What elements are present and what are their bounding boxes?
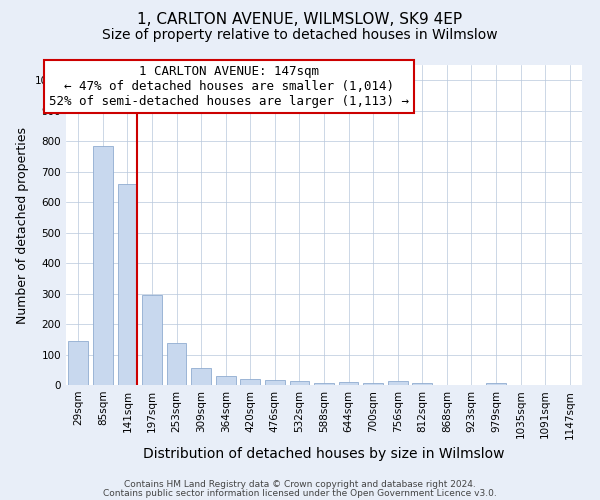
X-axis label: Distribution of detached houses by size in Wilmslow: Distribution of detached houses by size …	[143, 447, 505, 461]
Bar	[118, 184, 137, 385]
Y-axis label: Number of detached properties: Number of detached properties	[16, 126, 29, 324]
Bar	[314, 382, 334, 385]
Bar	[290, 381, 309, 385]
Bar	[412, 382, 432, 385]
Text: Size of property relative to detached houses in Wilmslow: Size of property relative to detached ho…	[102, 28, 498, 42]
Text: Contains public sector information licensed under the Open Government Licence v3: Contains public sector information licen…	[103, 488, 497, 498]
Text: 1, CARLTON AVENUE, WILMSLOW, SK9 4EP: 1, CARLTON AVENUE, WILMSLOW, SK9 4EP	[137, 12, 463, 28]
Bar	[68, 342, 88, 385]
Bar	[486, 382, 506, 385]
Bar	[388, 382, 407, 385]
Bar	[241, 379, 260, 385]
Bar	[142, 295, 162, 385]
Bar	[167, 343, 187, 385]
Text: 1 CARLTON AVENUE: 147sqm
← 47% of detached houses are smaller (1,014)
52% of sem: 1 CARLTON AVENUE: 147sqm ← 47% of detach…	[49, 65, 409, 108]
Bar	[265, 380, 284, 385]
Bar	[364, 382, 383, 385]
Text: Contains HM Land Registry data © Crown copyright and database right 2024.: Contains HM Land Registry data © Crown c…	[124, 480, 476, 489]
Bar	[93, 146, 113, 385]
Bar	[191, 368, 211, 385]
Bar	[216, 376, 236, 385]
Bar	[339, 382, 358, 385]
